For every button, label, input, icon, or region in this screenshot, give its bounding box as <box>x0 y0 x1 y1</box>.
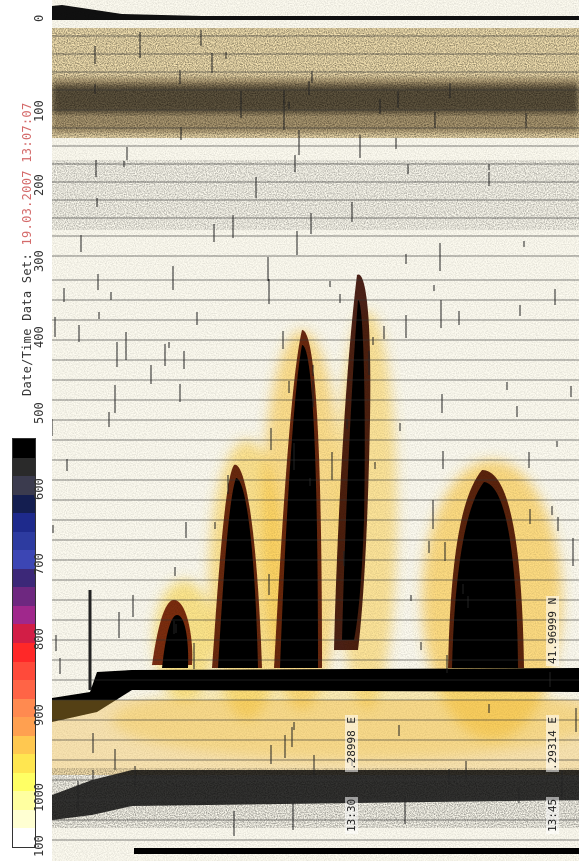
color-scale-swatch <box>13 698 35 718</box>
datetime-label: Date/Time Data Set: 19.03.2007 13:07:07 <box>20 103 34 396</box>
depth-tick-900: 900 <box>32 704 46 726</box>
color-scale-swatch <box>13 809 35 829</box>
lon-label-1330: .28998 E <box>345 715 358 772</box>
color-scale-swatch <box>13 680 35 699</box>
color-scale-bar <box>12 438 36 848</box>
depth-tick-0: 0 <box>32 14 46 22</box>
color-scale-swatch <box>13 791 35 810</box>
color-scale-swatch <box>13 494 35 514</box>
lat-label: 41.96999 N <box>546 595 559 666</box>
color-scale-swatch <box>13 643 35 662</box>
depth-tick-700: 700 <box>32 553 46 575</box>
lon-label-1345: .29314 E <box>546 715 559 772</box>
color-scale-swatch <box>13 661 35 681</box>
color-scale-swatch <box>13 828 35 848</box>
depth-tick-200: 200 <box>32 174 46 196</box>
color-scale-swatch <box>13 605 35 625</box>
depth-tick-1000: 1000 <box>32 783 46 812</box>
depth-tick-800: 800 <box>32 628 46 650</box>
color-scale-swatch <box>13 457 35 477</box>
color-scale-swatch <box>13 476 35 495</box>
color-scale-swatch <box>13 439 35 458</box>
bottom-timebar <box>134 848 579 854</box>
seabed <box>52 668 579 828</box>
echogram-panel: 13:30 .28998 E 13:45 .29314 E 41.96999 N <box>52 0 579 861</box>
left-panel: Date/Time Data Set: 19.03.2007 13:07:07 … <box>0 0 52 861</box>
depth-tick-400: 400 <box>32 326 46 348</box>
color-scale-swatch <box>13 587 35 606</box>
depth-gridlines <box>52 35 579 841</box>
time-mark-1345: 13:45 <box>546 796 559 834</box>
color-scale-swatch <box>13 772 35 792</box>
color-scale-swatch <box>13 568 35 588</box>
echogram-image <box>52 0 579 861</box>
fish-schools <box>52 0 579 861</box>
time-mark-1330: 13:30 <box>345 796 358 834</box>
color-scale-swatch <box>13 717 35 736</box>
depth-tick-100: 100 <box>32 100 46 122</box>
color-scale-swatch <box>13 754 35 773</box>
color-scale-swatch <box>13 513 35 532</box>
depth-tick-600: 600 <box>32 478 46 500</box>
color-scale-swatch <box>13 624 35 644</box>
color-scale-swatch <box>13 550 35 569</box>
depth-tick-1100: 100 <box>32 835 46 857</box>
color-scale-swatch <box>13 531 35 551</box>
depth-tick-300: 300 <box>32 250 46 272</box>
depth-tick-500: 500 <box>32 402 46 424</box>
color-scale-swatch <box>13 735 35 755</box>
